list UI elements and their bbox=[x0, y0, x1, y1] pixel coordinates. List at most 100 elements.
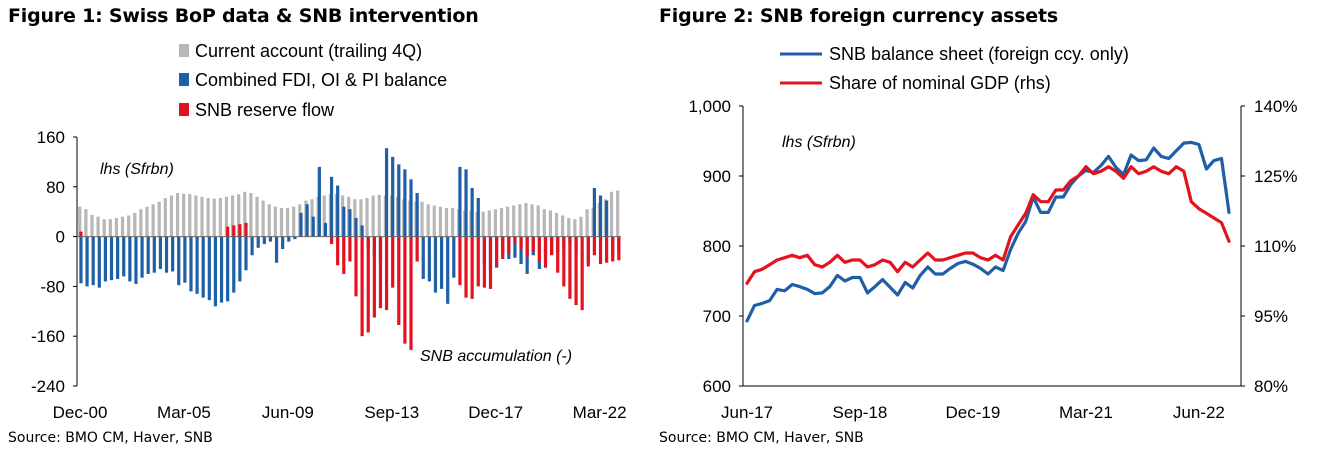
figure1-x-tick-label: Dec-00 bbox=[53, 403, 108, 422]
figure1-bar-blue bbox=[348, 209, 352, 237]
figure1-bar-blue bbox=[189, 236, 193, 292]
figure1-bar-gray bbox=[230, 195, 235, 237]
figure1-bar-gray bbox=[182, 193, 186, 237]
figure1-bar-gray bbox=[90, 214, 94, 237]
figure1-bar-gray bbox=[377, 194, 381, 237]
figure1-bar-blue bbox=[219, 236, 224, 303]
figure1-bar-gray bbox=[169, 195, 174, 237]
figure1-bar-gray bbox=[102, 219, 106, 237]
figure1-bar-gray bbox=[78, 206, 82, 237]
figure1-bar-blue bbox=[354, 217, 358, 237]
figure1-bar-blue bbox=[116, 236, 120, 279]
figure1-bar-red bbox=[378, 236, 383, 309]
figure1-bar-gray bbox=[145, 206, 149, 237]
figure1-bar-blue bbox=[79, 236, 83, 284]
figure1-bar-blue bbox=[152, 236, 156, 273]
figure1-bar-blue bbox=[458, 166, 462, 237]
figure1-bar-blue bbox=[421, 236, 425, 279]
figure1-bar-blue bbox=[311, 216, 315, 237]
figure1-y-tick-label: -240 bbox=[31, 377, 65, 396]
figure1-bar-gray bbox=[279, 207, 284, 237]
figure1-bar-gray bbox=[273, 206, 277, 237]
figure1-bar-gray bbox=[426, 204, 430, 237]
figure1-bar-red bbox=[537, 236, 541, 262]
figure1-bar-red bbox=[354, 236, 358, 297]
figure1-bar-red bbox=[403, 236, 407, 344]
figure1-bar-red bbox=[372, 236, 376, 318]
figure1-bar-gray bbox=[218, 198, 222, 237]
figure1-bar-gray bbox=[451, 207, 455, 237]
figure1-bar-red bbox=[226, 226, 230, 237]
figure1-bar-gray bbox=[444, 207, 449, 237]
figure1-bar-gray bbox=[292, 206, 296, 237]
figure1-bar-red bbox=[488, 236, 493, 289]
figure1-y-tick-label: -160 bbox=[31, 327, 65, 346]
figure1-bar-gray bbox=[206, 198, 210, 237]
figure1-bar-gray bbox=[579, 216, 583, 237]
figure1-bar-blue bbox=[439, 236, 444, 289]
figure1-bar-blue bbox=[329, 176, 334, 237]
figure1-bar-blue bbox=[476, 198, 480, 237]
figure1-bar-red bbox=[611, 236, 615, 262]
figure1-bar-blue bbox=[91, 236, 95, 286]
figure1-bar-gray bbox=[285, 207, 290, 237]
figure2-left-tick-label: 800 bbox=[703, 237, 731, 256]
figure1-lhs-annotation: lhs (Sfrbn) bbox=[100, 161, 174, 178]
figure1-y-tick-label: 160 bbox=[37, 128, 65, 147]
figure1-bar-red bbox=[550, 236, 554, 256]
figure2-x-tick-label: Mar-21 bbox=[1059, 403, 1113, 422]
figure1-bar-blue bbox=[287, 236, 291, 242]
figure1-bar-red bbox=[397, 236, 401, 325]
figure1-bar-gray bbox=[84, 209, 88, 237]
figure1-bar-blue bbox=[446, 236, 450, 304]
figure1-bar-blue bbox=[140, 236, 144, 278]
figure1-bar-red bbox=[556, 236, 560, 273]
figure1-bar-gray bbox=[365, 198, 369, 237]
figure1-bar-red bbox=[476, 236, 480, 287]
figure1-bar-red bbox=[586, 236, 590, 267]
figure2-line-blue bbox=[745, 140, 1231, 323]
figure1-bar-gray bbox=[175, 193, 180, 237]
figure1-bar-red bbox=[531, 236, 535, 252]
figure1-bar-gray bbox=[616, 190, 620, 237]
figure1-bar-gray bbox=[237, 194, 241, 237]
figure1-bar-gray bbox=[151, 204, 155, 237]
figure1-bar-blue bbox=[391, 156, 395, 237]
figure2-right-tick-label: 110% bbox=[1254, 237, 1296, 256]
figure1-bar-red bbox=[232, 225, 236, 237]
figure1-bar-red bbox=[519, 236, 523, 250]
figure1-bar-red bbox=[513, 236, 517, 243]
figure1-bar-gray bbox=[359, 199, 363, 237]
figure1-bar-red bbox=[458, 236, 462, 286]
figure1-bar-blue bbox=[598, 195, 603, 237]
figure2-left-tick-label: 900 bbox=[703, 167, 731, 186]
figure1-title: Figure 1: Swiss BoP data & SNB intervent… bbox=[8, 5, 479, 27]
figure1-bar-red bbox=[470, 236, 474, 299]
figure1-bar-gray bbox=[200, 196, 204, 237]
figure1-bar-red bbox=[366, 236, 370, 333]
figure1-bar-gray bbox=[585, 209, 589, 237]
figure1-x-tick-label: Mar-05 bbox=[157, 403, 211, 422]
figure1-bar-red bbox=[543, 236, 548, 268]
figure1-bar-blue bbox=[177, 236, 181, 286]
figure1-bar-gray bbox=[499, 207, 504, 237]
figure1-bar-gray bbox=[524, 202, 528, 237]
figure1-bar-blue bbox=[360, 225, 364, 237]
figure1-bar-red bbox=[507, 236, 511, 255]
figure1-bar-gray bbox=[530, 204, 534, 237]
figure1-bar-blue bbox=[317, 166, 321, 237]
figure1-bar-gray bbox=[420, 201, 424, 237]
figure1-bar-blue bbox=[519, 236, 523, 264]
figure1-y-tick-label: 80 bbox=[46, 178, 65, 197]
figure1-bar-blue bbox=[592, 188, 596, 237]
figure1-bar-gray bbox=[163, 198, 167, 237]
figure1-bar-blue bbox=[109, 236, 114, 281]
figure1-bar-red bbox=[495, 236, 499, 267]
figure2-source: Source: BMO CM, Haver, SNB bbox=[659, 430, 864, 446]
figure1-legend-swatch bbox=[179, 103, 189, 116]
figure1-bar-red bbox=[562, 236, 566, 287]
figure1-bar-blue bbox=[452, 236, 456, 278]
figure1-bar-red bbox=[574, 236, 578, 306]
figure1-bar-blue bbox=[103, 236, 108, 282]
figure1-bar-blue bbox=[128, 236, 132, 282]
